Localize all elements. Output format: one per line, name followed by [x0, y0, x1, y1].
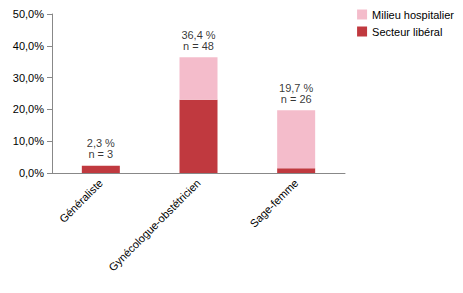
- svg-text:50,0%: 50,0%: [13, 8, 44, 20]
- svg-text:19,7 %: 19,7 %: [279, 81, 314, 94]
- svg-text:20,0%: 20,0%: [13, 103, 44, 115]
- svg-text:10,0%: 10,0%: [13, 135, 44, 147]
- svg-text:40,0%: 40,0%: [13, 40, 44, 52]
- svg-text:Généraliste: Généraliste: [57, 177, 105, 225]
- svg-text:Milieu hospitalier: Milieu hospitalier: [372, 9, 454, 21]
- svg-text:n = 26: n = 26: [281, 93, 312, 105]
- svg-text:Secteur libéral: Secteur libéral: [372, 26, 442, 38]
- svg-text:Sage-femme: Sage-femme: [247, 177, 300, 230]
- svg-text:Gynécologue-obstétricien: Gynécologue-obstétricien: [106, 177, 203, 274]
- svg-text:n = 48: n = 48: [183, 40, 214, 52]
- svg-text:2,3 %: 2,3 %: [86, 137, 115, 150]
- svg-text:n = 3: n = 3: [88, 148, 113, 160]
- svg-text:30,0%: 30,0%: [13, 72, 44, 84]
- svg-text:0,0%: 0,0%: [19, 167, 44, 179]
- svg-text:36,4 %: 36,4 %: [181, 28, 216, 41]
